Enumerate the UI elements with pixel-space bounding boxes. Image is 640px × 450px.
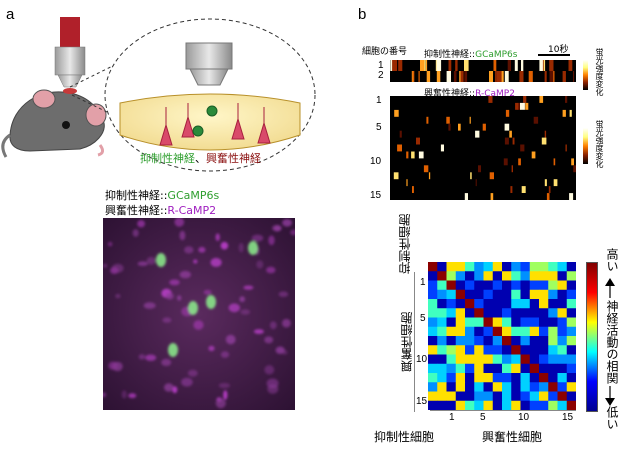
mouse-icon	[1, 88, 107, 158]
matrix-x-tick-15: 15	[562, 412, 574, 423]
legend-inhibitory-sep: ::	[160, 189, 168, 202]
illustration-label-sep: 、	[195, 152, 206, 165]
matrix-y-tick-10: 10	[416, 354, 428, 365]
matrix-x-tick-1: 1	[449, 412, 455, 423]
cell-number-label: 細胞の番号	[362, 47, 408, 57]
correlation-colorbar	[586, 262, 598, 412]
trace-top-title-name: 抑制性神経	[424, 50, 470, 60]
legend-excitatory-probe: R-CaMP2	[167, 204, 217, 217]
matrix-y-tick-15: 15	[416, 396, 428, 407]
legend-excitatory-name: 興奮性神経	[105, 204, 160, 217]
bottom-tick-5: 5	[376, 122, 382, 133]
trace-bottom-title: 興奮性神経::R-CaMP2	[424, 86, 515, 99]
panel-a-label: a	[6, 6, 15, 23]
trace-top-title: 抑制性神経::GCaMP6s	[424, 47, 517, 60]
trace-colorbar-bottom	[583, 128, 588, 164]
microscope-icon	[54, 17, 86, 88]
colorbar-low-label: 低い	[605, 406, 619, 430]
matrix-x-label-excitatory: 興奮性細胞	[482, 430, 543, 444]
trace-bottom-title-name: 興奮性神経	[424, 89, 470, 99]
illustration-label-excitatory: 興奮性神経	[206, 152, 261, 165]
top-tick-1: 1	[378, 60, 384, 71]
trace-heatmap-excitatory	[390, 96, 576, 200]
colorbar-high-label: 高い	[605, 248, 619, 272]
inhibitory-cells-icon	[192, 105, 218, 137]
matrix-y-label-excitatory: 興奮性細胞	[400, 312, 414, 372]
bottom-tick-1: 1	[376, 95, 382, 106]
trace-colorbar-label-top: 蛍光強度変化	[595, 48, 604, 96]
time-scale-bar	[538, 54, 570, 56]
legend-inhibitory-name: 抑制性神経	[105, 189, 160, 202]
top-tick-2: 2	[378, 70, 384, 81]
trace-colorbar-top	[583, 60, 588, 90]
bottom-tick-15: 15	[370, 190, 382, 201]
legend-inhibitory: 抑制性神経::GCaMP6s	[105, 187, 219, 203]
legend-inhibitory-probe: GCaMP6s	[167, 189, 220, 202]
trace-bottom-title-probe: R-CaMP2	[475, 89, 515, 99]
trace-bottom-title-sep: ::	[469, 89, 476, 99]
illustration-label-inhibitory: 抑制性神経	[140, 152, 195, 165]
legend-excitatory-sep: ::	[160, 204, 168, 217]
time-scale-label: 10秒	[548, 45, 569, 55]
matrix-y-label-inhibitory: 抑制性細胞	[398, 214, 412, 274]
matrix-y-tick-5: 5	[420, 313, 426, 324]
matrix-y-divider	[414, 272, 415, 412]
trace-colorbar-label-bottom: 蛍光強度変化	[595, 120, 604, 168]
matrix-y-tick-1: 1	[420, 277, 426, 288]
legend-excitatory: 興奮性神経::R-CaMP2	[105, 202, 216, 218]
colorbar-title: 神経活動の相関	[605, 300, 619, 384]
matrix-x-label-inhibitory: 抑制性細胞	[374, 430, 435, 444]
neuron-cells-icon	[159, 103, 271, 146]
correlation-matrix	[428, 262, 576, 410]
matrix-x-tick-10: 10	[518, 412, 530, 423]
objective-lens-icon	[185, 42, 233, 86]
trace-top-title-sep: ::	[469, 50, 476, 60]
double-arrow-icon	[605, 278, 615, 406]
matrix-x-divider	[430, 410, 576, 411]
trace-top-title-probe: GCaMP6s	[475, 50, 518, 60]
imaging-setup-illustration	[1, 17, 316, 172]
trace-heatmap-inhibitory	[390, 60, 576, 82]
matrix-x-tick-5: 5	[480, 412, 486, 423]
microscopy-image	[103, 218, 295, 410]
illustration-labels: 抑制性神経、興奮性神経	[140, 150, 261, 166]
bottom-tick-10: 10	[370, 156, 382, 167]
panel-b-label: b	[358, 6, 367, 23]
